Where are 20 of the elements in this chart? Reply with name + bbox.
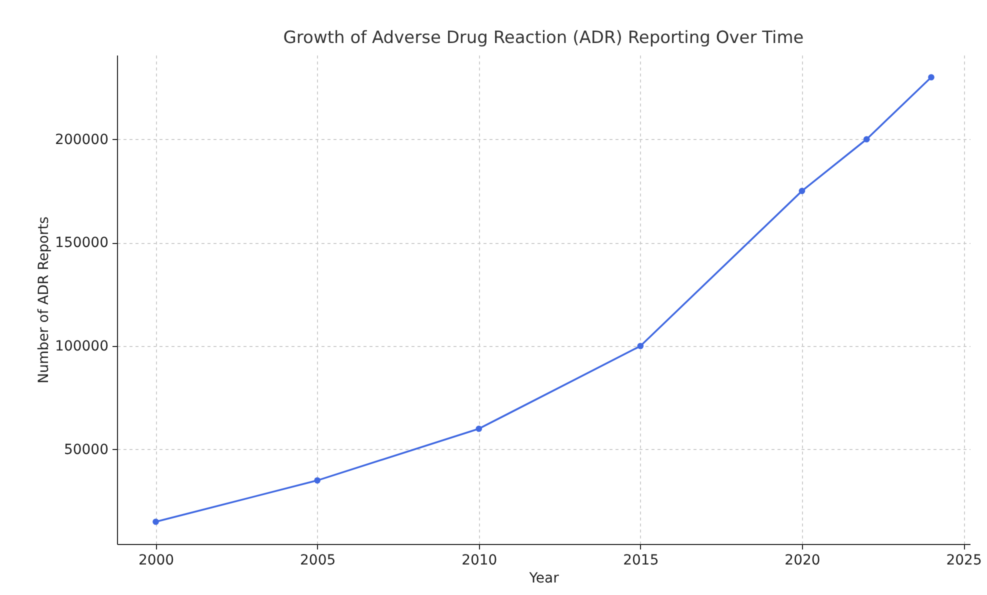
- point: [314, 477, 320, 484]
- chart-title: Growth of Adverse Drug Reaction (ADR) Reporting Over Time: [283, 28, 804, 48]
- point: [476, 426, 482, 432]
- x-tick-label: 2005: [300, 552, 336, 568]
- x-tick-label: 2025: [946, 552, 982, 568]
- x-tick-label: 2000: [138, 552, 174, 568]
- y-tick-label: 200000: [55, 132, 108, 148]
- x-tick-label: 2020: [784, 552, 820, 568]
- point: [637, 342, 644, 350]
- x-tick-label: 2015: [623, 552, 659, 568]
- point: [863, 136, 870, 142]
- point: [798, 188, 806, 194]
- y-tick-label: 50000: [64, 442, 108, 458]
- y-axis-title: Number of ADR Reports: [36, 216, 52, 384]
- point: [928, 74, 934, 80]
- x-tick-label: 2010: [462, 552, 498, 568]
- y-tick-label: 100000: [55, 338, 108, 355]
- point: [152, 518, 159, 525]
- y-tick-label: 150000: [55, 235, 108, 252]
- x-axis-title: Year: [528, 570, 560, 586]
